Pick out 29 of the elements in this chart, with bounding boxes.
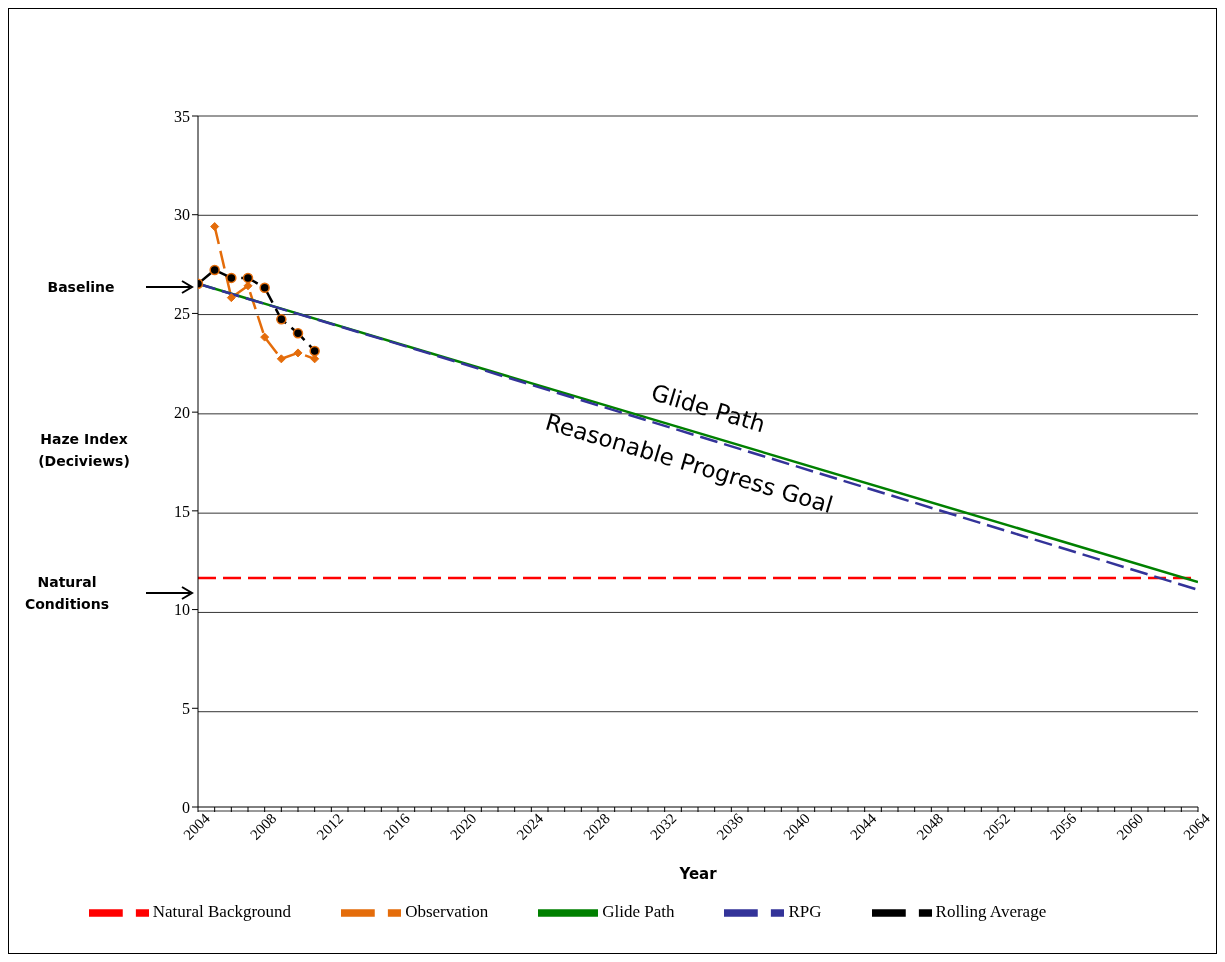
legend-label: Glide Path (602, 901, 675, 921)
x-axis-title: Year (678, 865, 718, 883)
point (293, 348, 303, 358)
point (260, 332, 270, 342)
point (209, 264, 220, 276)
text: Baseline (47, 279, 115, 295)
y-tick-label: 35 (174, 107, 190, 125)
legend-label: Observation (405, 901, 489, 921)
text: Natural Conditions (24, 574, 110, 612)
legend-label: Rolling Average (935, 901, 1047, 921)
point (276, 354, 286, 364)
legend-label: Natural Background (152, 901, 292, 921)
point (292, 327, 304, 339)
point (309, 345, 320, 357)
y-tick-label: 30 (174, 206, 190, 224)
point (226, 293, 236, 303)
y-tick-label: 25 (174, 305, 190, 323)
y-tick-label: 10 (174, 601, 190, 619)
y-tick-label: 0 (182, 798, 190, 816)
point (276, 314, 287, 325)
point (210, 222, 220, 232)
y-axis-title: Haze Index (Deciviews) (38, 430, 130, 469)
y-tick-label: 15 (174, 502, 190, 520)
point (259, 282, 270, 294)
legend-label: RPG (788, 901, 822, 921)
y-tick-label: 20 (174, 403, 190, 421)
point (242, 272, 254, 284)
y-tick-label: 5 (182, 699, 190, 717)
point (226, 272, 237, 284)
